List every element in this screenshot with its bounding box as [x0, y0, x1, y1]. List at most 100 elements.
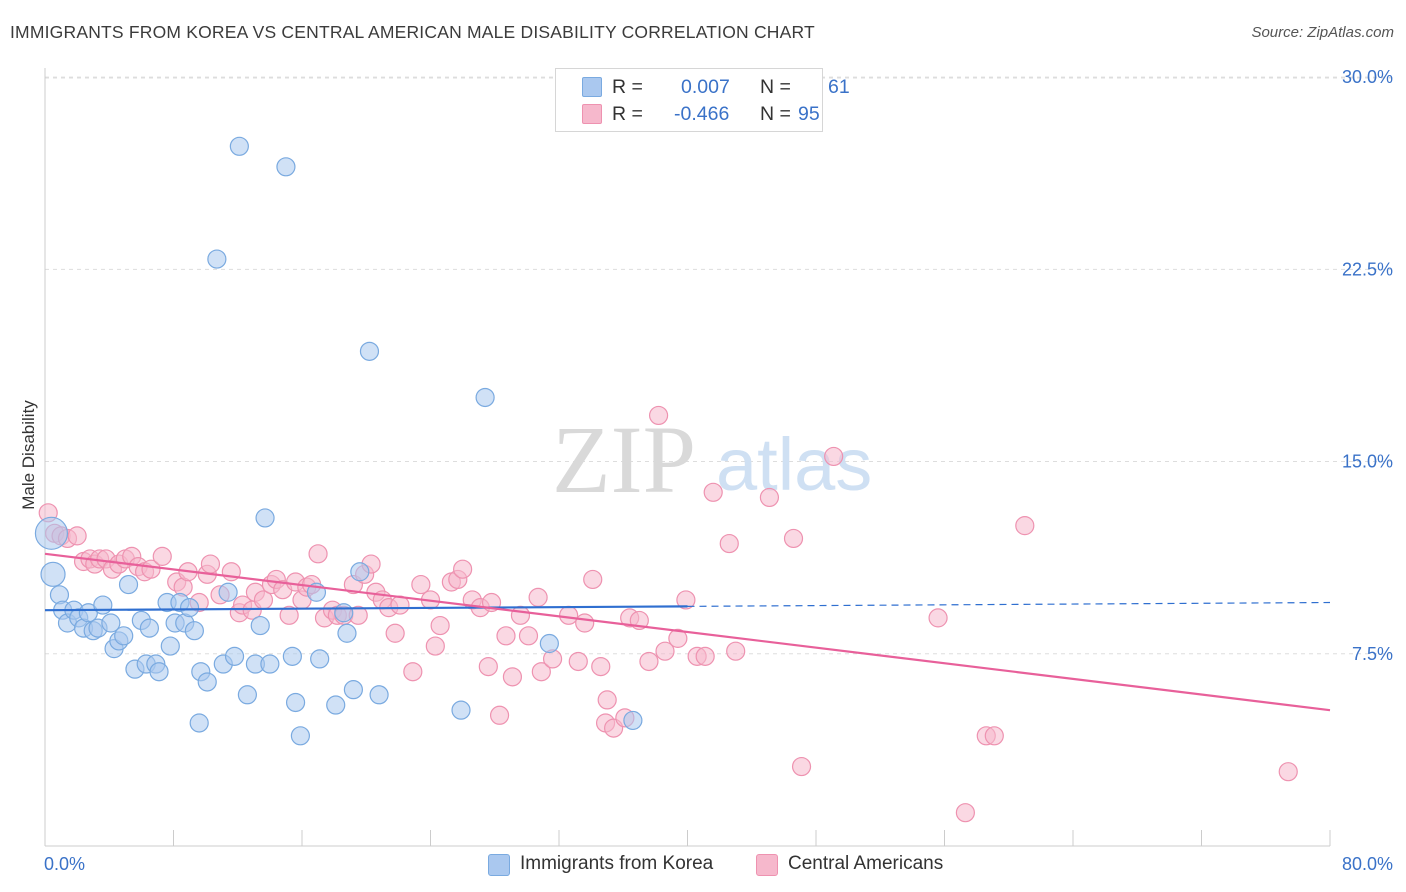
central-americans-point	[510, 605, 531, 625]
r-value: -0.466	[674, 103, 730, 125]
central-americans-point	[984, 726, 1004, 746]
central-americans-point	[668, 628, 688, 648]
r-label: R =	[612, 103, 643, 125]
korea-point	[149, 662, 169, 682]
korea-point	[118, 574, 139, 595]
central-americans-point	[655, 641, 675, 661]
central-americans-point	[648, 405, 669, 426]
korea-point	[359, 341, 380, 361]
central-americans-point	[719, 533, 739, 554]
n-value: 61	[828, 76, 850, 98]
korea-point	[184, 621, 204, 641]
x-tick-label: 0.0%	[44, 854, 85, 874]
korea-point	[276, 157, 296, 177]
korea-point	[224, 646, 245, 666]
n-label: N =	[760, 103, 791, 125]
central-americans-point	[824, 446, 844, 467]
korea-point	[290, 726, 310, 746]
central-americans-point	[67, 526, 87, 546]
korea-trend-line	[44, 605, 688, 612]
central-americans-point	[726, 641, 746, 661]
korea-point	[40, 561, 66, 587]
korea-point	[189, 713, 209, 733]
legend-swatch-pink	[756, 854, 778, 876]
r-value: 0.007	[681, 76, 730, 98]
korea-point	[310, 649, 330, 669]
central-americans-point	[1015, 516, 1035, 536]
korea-point	[93, 595, 113, 615]
korea-point	[207, 249, 227, 269]
korea-point	[623, 710, 643, 731]
central-americans-point	[528, 587, 548, 607]
legend-swatch-pink	[582, 104, 602, 124]
y-tick-label: 22.5%	[1342, 259, 1393, 279]
central-americans-point	[575, 613, 595, 633]
central-americans-point	[568, 651, 588, 672]
central-americans-point	[676, 590, 696, 610]
central-americans-point	[583, 569, 603, 590]
korea-point	[451, 700, 471, 720]
korea-trend-extension	[687, 601, 1331, 607]
central-americans-point	[385, 623, 405, 643]
n-value: 95	[798, 103, 820, 125]
gridlines	[45, 76, 1392, 655]
korea-point	[334, 603, 354, 623]
korea-point	[326, 695, 346, 715]
korea-point	[229, 136, 249, 156]
central-americans-point	[502, 667, 523, 687]
korea-point	[255, 508, 275, 528]
central-americans-point	[518, 626, 539, 646]
central-americans-point	[783, 528, 804, 549]
central-americans-point	[639, 651, 659, 672]
central-americans-point	[308, 544, 328, 564]
watermark-zip: ZIP	[552, 406, 696, 513]
korea-point	[114, 626, 134, 646]
korea-point	[101, 613, 121, 633]
chart-title: IMMIGRANTS FROM KOREA VS CENTRAL AMERICA…	[10, 22, 815, 42]
korea-point	[282, 646, 302, 666]
r-label: R =	[612, 76, 643, 98]
central-americans-point	[591, 656, 611, 677]
watermark-atlas: atlas	[716, 423, 872, 506]
central-americans-point	[1278, 762, 1298, 782]
korea-point	[250, 615, 270, 636]
korea-point	[539, 633, 559, 654]
central-americans-point	[430, 615, 450, 636]
central-americans-point	[403, 662, 423, 682]
source-credit: Source: ZipAtlas.com	[1251, 24, 1394, 41]
central-americans-point	[453, 559, 473, 579]
y-tick-labels: 30.0% 22.5% 15.0% 7.5%	[1342, 67, 1393, 664]
korea-point	[285, 692, 306, 713]
korea-point	[218, 582, 238, 602]
central-americans-point	[200, 554, 221, 574]
korea-point	[369, 685, 389, 705]
central-americans-point	[703, 482, 723, 502]
central-americans-point	[478, 656, 498, 677]
watermark: ZIP atlas	[552, 406, 872, 513]
central-americans-point	[279, 605, 299, 625]
central-americans-point	[531, 662, 551, 682]
legend-label: Central Americans	[788, 853, 944, 874]
legend-label: Immigrants from Korea	[520, 853, 714, 874]
korea-point	[34, 516, 69, 550]
trend-lines	[44, 552, 1331, 712]
korea-point	[350, 562, 370, 582]
axes	[44, 68, 1331, 847]
stats-legend: R = 0.007 N = 61 R = -0.466 N = 95	[555, 68, 850, 132]
korea-point	[475, 387, 495, 408]
central-americans-point	[141, 559, 161, 579]
legend-swatch-blue	[582, 77, 602, 97]
central-americans-point	[496, 626, 516, 646]
central-americans-point	[597, 690, 617, 710]
y-tick-label: 30.0%	[1342, 67, 1393, 87]
central-americans-point	[152, 546, 172, 566]
central-americans-point	[759, 487, 780, 508]
central-americans-point	[559, 605, 579, 625]
central-americans-point	[489, 705, 510, 725]
y-axis-label: Male Disability	[19, 400, 38, 510]
korea-point	[337, 623, 357, 643]
korea-points	[34, 136, 643, 746]
central-americans-point	[695, 646, 715, 666]
central-americans-point	[425, 636, 445, 656]
